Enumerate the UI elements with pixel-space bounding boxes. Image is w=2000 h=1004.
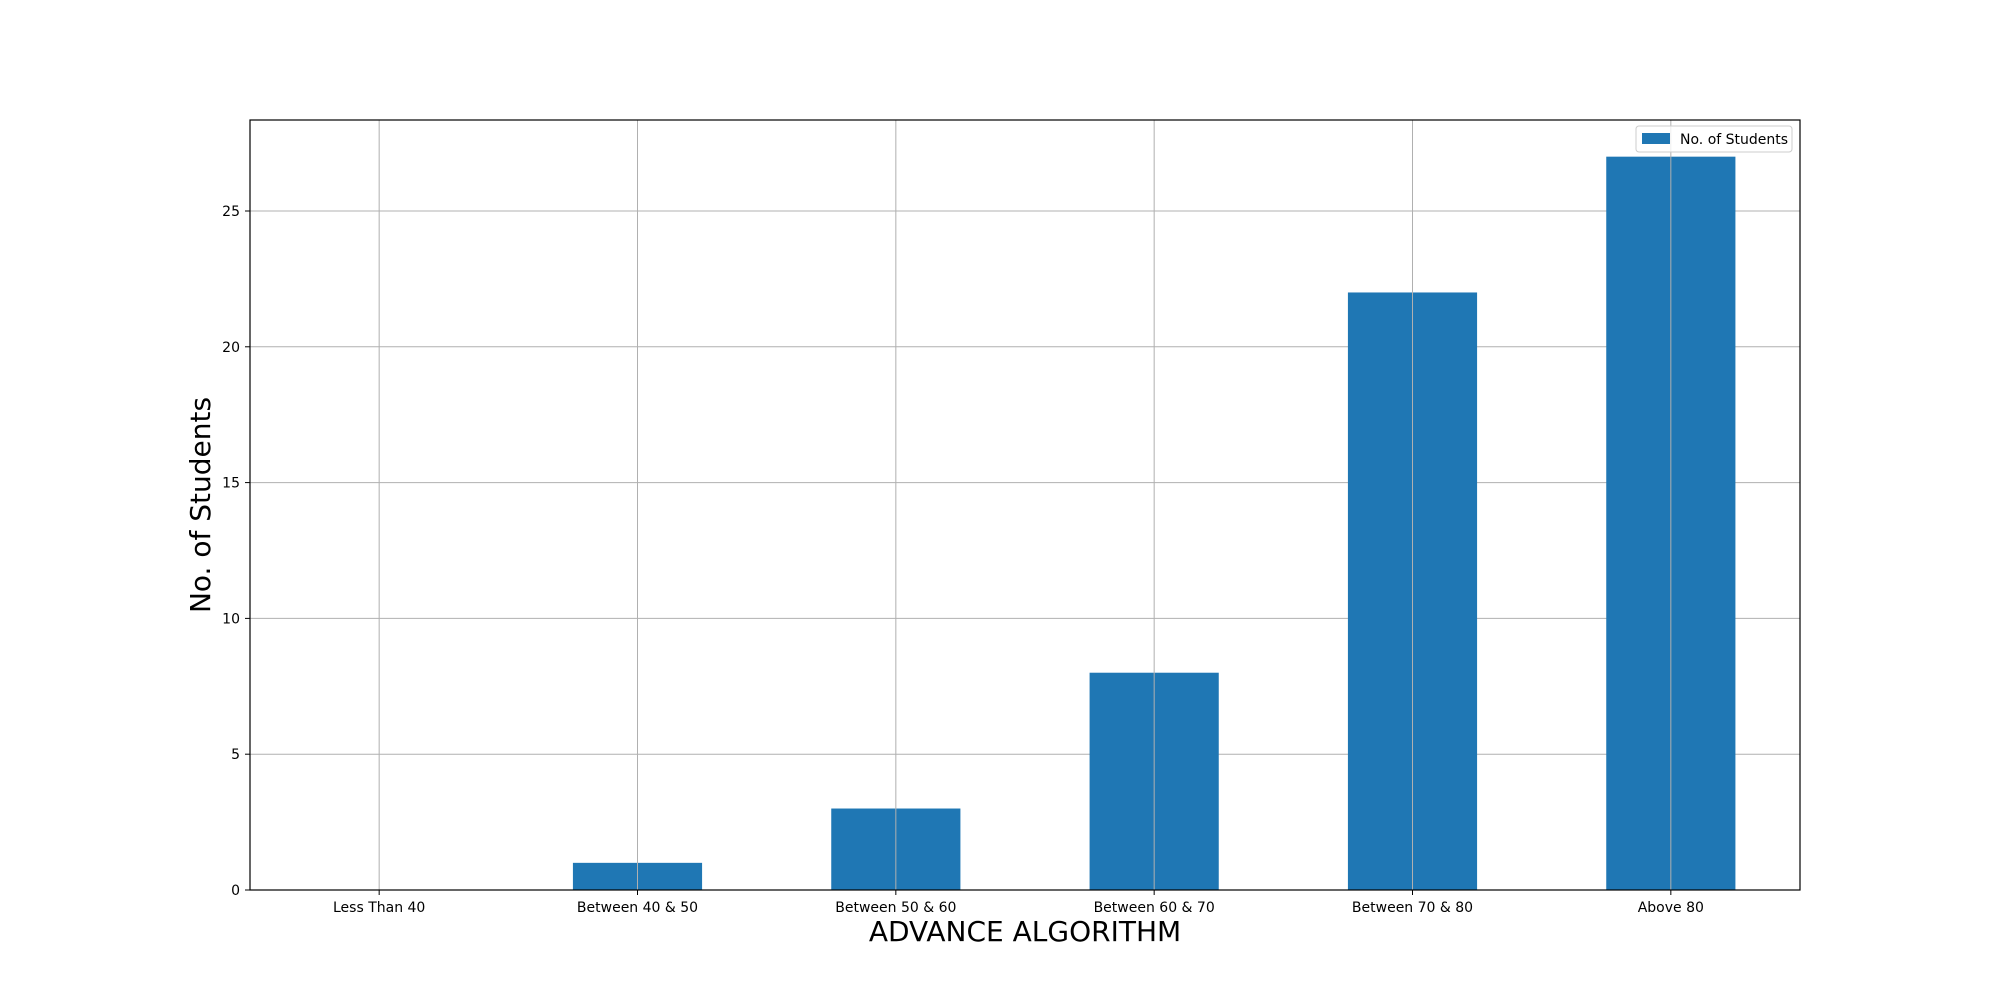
x-axis-label: ADVANCE ALGORITHM [869, 915, 1181, 948]
x-tick-label: Above 80 [1638, 900, 1704, 916]
y-tick-label: 15 [222, 476, 240, 492]
x-tick-label: Between 70 & 80 [1352, 900, 1473, 916]
plot-frame [249, 119, 1801, 891]
y-tick-label: 0 [231, 883, 240, 899]
y-axis-label: No. of Students [184, 397, 217, 613]
y-tick-label: 25 [222, 204, 240, 220]
legend-swatch [1642, 133, 1670, 144]
x-tick-label: Between 40 & 50 [577, 900, 698, 916]
y-tick-label: 10 [222, 611, 240, 627]
y-tick-label: 5 [231, 747, 240, 763]
plot-background [250, 120, 1800, 890]
legend-label: No. of Students [1680, 132, 1788, 148]
x-axis-ticks: Less Than 40 Between 40 & 50 Between 50 & … [333, 890, 1704, 916]
legend: No. of Students [1635, 125, 1793, 153]
x-tick-label: Between 60 & 70 [1094, 900, 1215, 916]
y-axis-ticks: 0 5 10 15 20 25 [222, 204, 250, 899]
x-tick-label: Less Than 40 [333, 900, 425, 916]
legend-box [1635, 125, 1793, 153]
x-tick-label: Between 50 & 60 [835, 900, 956, 916]
bars [378, 120, 1736, 891]
y-tick-label: 20 [222, 340, 240, 356]
